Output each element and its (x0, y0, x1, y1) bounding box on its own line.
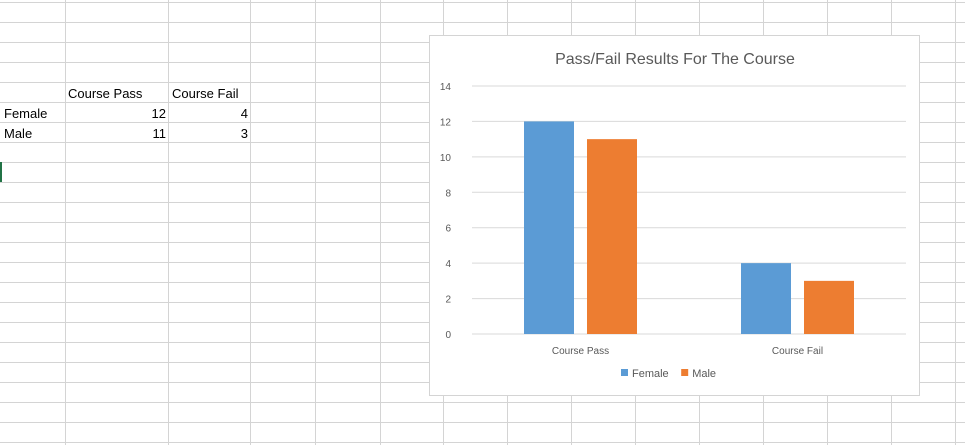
x-tick-label: Course Pass (552, 346, 609, 357)
bar-female-course-pass (524, 121, 574, 334)
x-tick-label: Course Fail (772, 346, 823, 357)
chart-container[interactable]: Pass/Fail Results For The Course 0 2 4 6 8 10 1… (429, 35, 920, 396)
row-label-male[interactable]: Male (4, 126, 33, 141)
bar-female-course-fail (741, 263, 791, 334)
y-tick-label: 6 (445, 224, 451, 235)
y-tick-label: 14 (440, 82, 452, 93)
chart-title: Pass/Fail Results For The Course (555, 51, 795, 68)
header-course-pass[interactable]: Course Pass (68, 86, 143, 101)
cell-male-fail[interactable]: 3 (240, 126, 248, 141)
y-tick-label: 0 (445, 330, 451, 341)
bar-chart: Pass/Fail Results For The Course 0 2 4 6 8 10 1… (440, 51, 906, 380)
legend-label-male: Male (692, 368, 716, 380)
bar-male-course-pass (587, 139, 637, 334)
y-tick-label: 4 (445, 259, 451, 270)
y-tick-label: 10 (440, 153, 452, 164)
legend-swatch-female (621, 369, 628, 376)
y-tick-label: 2 (445, 295, 451, 306)
y-tick-label: 12 (440, 117, 452, 128)
cell-female-pass[interactable]: 12 (151, 106, 166, 121)
active-cell-indicator (0, 162, 2, 182)
y-tick-label: 8 (445, 188, 451, 199)
bar-male-course-fail (804, 280, 854, 334)
cell-female-fail[interactable]: 4 (240, 106, 248, 121)
cell-male-pass[interactable]: 11 (152, 126, 167, 141)
legend-label-female: Female (632, 368, 669, 380)
legend-swatch-male (681, 369, 689, 376)
header-course-fail[interactable]: Course Fail (172, 86, 239, 101)
row-label-female[interactable]: Female (4, 106, 48, 121)
